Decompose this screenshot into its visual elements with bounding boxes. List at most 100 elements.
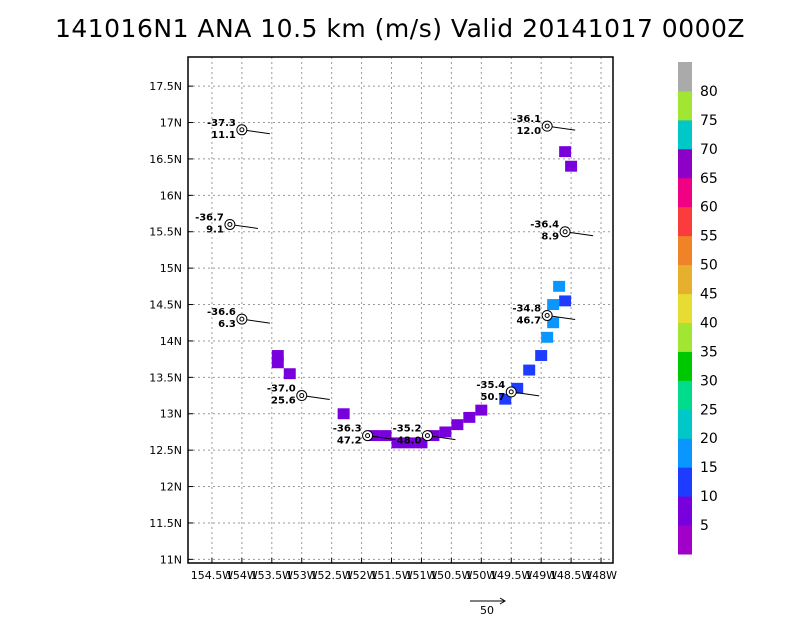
x-tick-label: 150W: [465, 569, 497, 582]
grid-lines: [188, 57, 613, 563]
plot-frame: [187, 56, 614, 564]
axis-ticks: 154.5W154W153.5W153W152.5W152W151.5W151W…: [149, 80, 617, 582]
station-speed: 46.7: [516, 315, 541, 326]
colorbar-label: 25: [700, 402, 718, 418]
wind-cell: [523, 364, 536, 376]
station-ring-inner: [562, 229, 568, 235]
station-speed: 48.0: [397, 436, 422, 447]
station-speed: 6.3: [218, 319, 236, 330]
wind-cell: [475, 404, 488, 416]
wind-cell: [547, 299, 560, 310]
station-temperature: -36.3: [333, 424, 362, 435]
wind-cell: [499, 393, 512, 405]
wind-cell: [553, 280, 566, 292]
x-tick-label: 154.5W: [191, 569, 233, 582]
colorbar-label: 70: [700, 142, 718, 158]
station-speed: 47.2: [337, 436, 362, 447]
colorbar-segment: [678, 467, 692, 497]
y-tick-label: 15.5N: [149, 226, 182, 239]
x-tick-label: 149W: [525, 569, 557, 582]
x-tick-label: 148.5W: [550, 569, 592, 582]
y-tick-label: 12N: [160, 481, 182, 494]
station-speed: 9.1: [206, 224, 224, 235]
wind-cell: [559, 295, 572, 307]
y-tick-label: 11.5N: [149, 517, 182, 530]
colorbar-label: 40: [700, 315, 718, 331]
wind-cell: [535, 350, 548, 361]
station-temperature: -36.1: [512, 114, 541, 125]
colorbar-segment: [678, 90, 692, 121]
wind-cell: [391, 437, 404, 449]
x-tick-label: 150.5W: [430, 569, 472, 582]
colorbar-label: 30: [700, 373, 718, 389]
page-title: 141016N1 ANA 10.5 km (m/s) Valid 2014101…: [54, 14, 746, 43]
x-tick-label: 152W: [346, 569, 378, 582]
station-ring-inner: [424, 433, 430, 439]
colorbar-label: 50: [700, 258, 718, 274]
y-tick-label: 11N: [160, 553, 182, 566]
wind-cell: [439, 426, 452, 438]
colorbar-segment: [678, 293, 692, 323]
colorbar-label: 35: [700, 344, 718, 360]
wind-cell: [367, 430, 380, 442]
wind-cell: [271, 357, 284, 369]
y-tick-label: 17.5N: [149, 80, 182, 93]
x-tick-label: 151W: [406, 569, 438, 582]
colorbar-segment: [678, 322, 692, 352]
colorbar-segment: [678, 206, 692, 237]
station-speed: 12.0: [516, 126, 541, 137]
x-tick-label: 149.5W: [490, 569, 532, 582]
wind-cell: [463, 411, 476, 423]
x-tick-label: 148W: [585, 569, 617, 582]
y-tick-label: 13.5N: [149, 371, 182, 384]
station-ring-outer: [362, 430, 374, 442]
colorbar-segment: [678, 438, 692, 468]
station-ring-outer: [541, 309, 553, 321]
station-speed: 8.9: [541, 232, 559, 243]
x-tick-label: 152.5W: [310, 569, 352, 582]
colorbar-segment: [678, 148, 692, 179]
y-tick-label: 13N: [160, 408, 182, 421]
station-ring-outer: [559, 226, 571, 238]
station-temperature: -36.4: [530, 220, 559, 231]
station-speed: 11.1: [211, 130, 236, 141]
reference-vector: 50: [470, 597, 506, 617]
station-markers: -37.311.1-36.79.1-36.66.3-37.025.6-36.34…: [195, 114, 594, 447]
colorbar-segment: [678, 351, 692, 381]
colorbar-segment: [678, 177, 692, 208]
colorbar-label: 20: [700, 431, 718, 447]
colorbar-segment: [678, 525, 692, 555]
station-temperature: -36.7: [195, 212, 224, 223]
colorbar-label: 80: [700, 84, 718, 100]
wind-cell: [337, 408, 350, 420]
station-ring-inner: [544, 123, 550, 129]
x-tick-label: 151.5W: [370, 569, 412, 582]
station-ring-outer: [505, 386, 517, 398]
colorbar-label: 60: [700, 200, 718, 216]
colorbar-segment: [678, 264, 692, 295]
station-temperature: -35.2: [393, 424, 422, 435]
station-ring-outer: [224, 218, 236, 230]
colorbar-label: 55: [700, 229, 718, 245]
station-temperature: -35.4: [476, 380, 505, 391]
wind-cell: [403, 437, 416, 449]
station-ring-inner: [299, 393, 305, 399]
y-tick-label: 12.5N: [149, 444, 182, 457]
station-ring-inner: [365, 433, 371, 439]
station-temperature: -37.3: [207, 118, 236, 129]
station-speed: 50.7: [481, 392, 506, 403]
colorbar-segment: [678, 380, 692, 410]
y-tick-label: 14.5N: [149, 299, 182, 312]
colorbar-segment: [678, 119, 692, 150]
y-tick-label: 16.5N: [149, 153, 182, 166]
station-ring-outer: [541, 120, 553, 132]
station-ring-inner: [227, 221, 233, 227]
colorbar-label: 15: [700, 460, 718, 476]
wind-cell: [541, 331, 554, 343]
station-ring-inner: [508, 389, 514, 395]
wind-cell: [511, 382, 524, 394]
colorbar-segment: [678, 496, 692, 526]
station-ring-inner: [239, 127, 245, 133]
wind-cell: [379, 430, 392, 442]
